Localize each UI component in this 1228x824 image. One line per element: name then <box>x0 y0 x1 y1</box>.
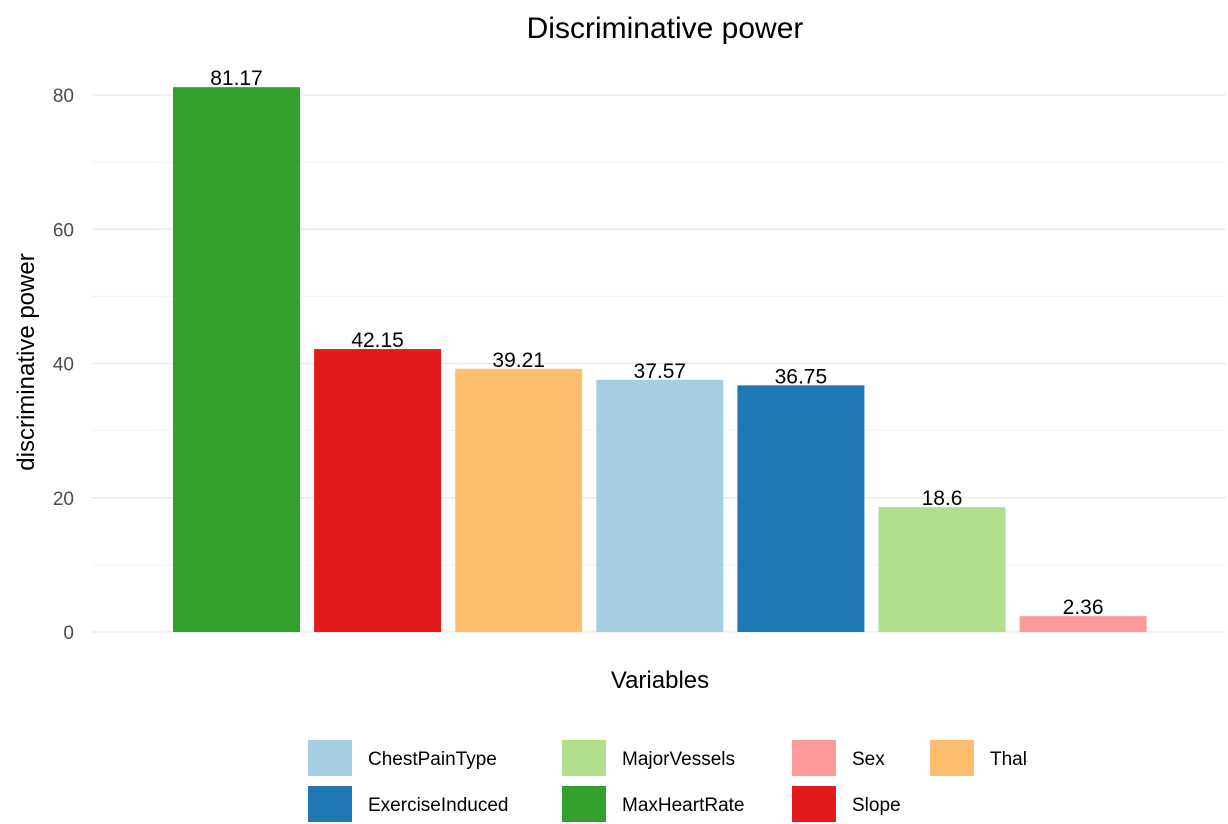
legend-item-slope: Slope <box>792 786 901 822</box>
legend-label: ChestPainType <box>368 749 497 770</box>
legend-label: MajorVessels <box>622 749 735 770</box>
y-tick-label: 0 <box>63 623 74 644</box>
chart-title: Discriminative power <box>527 12 804 45</box>
legend-label: Slope <box>852 795 901 816</box>
bar-chestpaintype <box>596 379 724 632</box>
legend: ChestPainType MajorVessels Sex Thal Exercise… <box>308 740 1027 822</box>
bar-value-label: 2.36 <box>1063 596 1104 619</box>
bar-value-label: 36.75 <box>775 365 828 388</box>
legend-swatch <box>308 786 352 822</box>
legend-item-sex: Sex <box>792 740 885 776</box>
bar-value-label: 37.57 <box>634 360 687 383</box>
legend-label: MaxHeartRate <box>622 795 745 816</box>
y-tick-label: 60 <box>53 220 74 241</box>
legend-swatch <box>792 740 836 776</box>
legend-label: Thal <box>990 749 1027 770</box>
bars-layer <box>173 87 1147 633</box>
bar-value-label: 42.15 <box>351 329 404 352</box>
y-axis-title: discriminative power <box>13 253 40 470</box>
y-tick-label: 40 <box>53 355 74 376</box>
legend-label: ExerciseInduced <box>368 795 508 816</box>
bar-exerciseinduced <box>737 385 865 632</box>
legend-item-majorvessels: MajorVessels <box>562 740 735 776</box>
y-tick-label: 20 <box>53 489 74 510</box>
legend-swatch <box>792 786 836 822</box>
bar-value-label: 81.17 <box>210 67 263 90</box>
y-axis-ticks: 0 20 40 60 80 <box>53 86 74 644</box>
bar-majorvessels <box>878 507 1006 632</box>
legend-item-chestpaintype: ChestPainType <box>308 740 497 776</box>
legend-item-maxheartrate: MaxHeartRate <box>562 786 745 822</box>
bar-maxheartrate <box>173 87 300 633</box>
bar-sex <box>1019 616 1147 632</box>
legend-swatch <box>930 740 974 776</box>
legend-swatch <box>308 740 352 776</box>
legend-swatch <box>562 786 606 822</box>
y-tick-label: 80 <box>53 86 74 107</box>
bar-value-label: 39.21 <box>492 349 545 372</box>
legend-item-thal: Thal <box>930 740 1027 776</box>
bar-value-label: 18.6 <box>922 487 963 510</box>
legend-label: Sex <box>852 749 885 770</box>
legend-swatch <box>562 740 606 776</box>
bar-labels-layer: 81.17 42.15 39.21 37.57 36.75 18.6 2.36 <box>210 67 1103 619</box>
legend-item-exerciseinduced: ExerciseInduced <box>308 786 508 822</box>
bar-thal <box>455 368 583 632</box>
bar-slope <box>314 349 442 632</box>
x-axis-title: Variables <box>611 667 709 694</box>
